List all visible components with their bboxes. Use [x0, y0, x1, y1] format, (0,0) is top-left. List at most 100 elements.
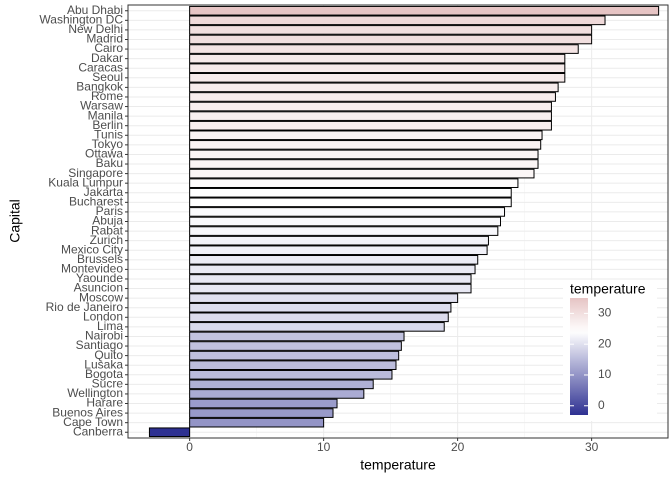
legend-colorbar — [570, 298, 588, 415]
bar — [189, 5, 660, 16]
bar — [189, 331, 405, 342]
y-tick-label: Tunis — [94, 127, 123, 141]
bar — [189, 274, 472, 284]
bar — [189, 369, 393, 380]
y-tick-label: Canberra — [73, 424, 123, 438]
y-tick-label: London — [83, 309, 123, 323]
legend-tick-label: 0 — [598, 398, 605, 412]
y-tick-label: Mexico City — [61, 242, 123, 256]
y-tick-label: Moscow — [79, 290, 123, 304]
bar — [189, 283, 472, 294]
y-tick-label: Santiago — [76, 338, 124, 352]
bar — [189, 168, 535, 179]
y-tick-label: Seoul — [92, 70, 123, 84]
y-tick-label: Wellington — [67, 386, 123, 400]
y-tick-label: Bangkok — [76, 80, 124, 94]
bar — [189, 187, 512, 198]
y-tick-label: Abu Dhabi — [67, 3, 123, 17]
bar — [189, 197, 512, 208]
bar — [189, 44, 579, 54]
bar — [189, 417, 325, 428]
y-tick-label: Berlin — [92, 118, 123, 132]
bar — [189, 398, 338, 409]
bar — [189, 245, 488, 256]
y-tick-label: Rome — [91, 89, 123, 103]
y-tick-label: Brussels — [77, 252, 123, 266]
y-axis-title: Capital — [7, 199, 23, 243]
y-tick-label: Manila — [88, 108, 124, 122]
y-tick-label: Washington DC — [39, 12, 123, 26]
y-tick-label: Lusaka — [84, 357, 123, 371]
bar — [189, 207, 506, 217]
y-tick-label: Harare — [86, 396, 123, 410]
bar — [148, 427, 191, 438]
legend-title: temperature — [570, 281, 646, 297]
y-tick-label: Caracas — [78, 60, 123, 74]
bar — [189, 130, 543, 141]
x-tick-label: 0 — [186, 440, 193, 454]
x-tick-label: 30 — [585, 440, 599, 454]
y-tick-label: Paris — [96, 204, 123, 218]
legend-tick-label: 10 — [598, 367, 612, 381]
y-tick-label: Montevideo — [61, 262, 123, 276]
bar — [189, 34, 593, 45]
y-tick-label: Bogota — [85, 367, 123, 381]
bar — [189, 92, 556, 102]
x-tick-label: 10 — [317, 440, 331, 454]
bar — [189, 53, 566, 64]
bar — [189, 312, 449, 323]
bar — [189, 379, 374, 390]
bar — [189, 140, 542, 150]
bar — [189, 302, 452, 313]
y-tick-label: Tokyo — [92, 137, 124, 151]
y-tick-label: Zurich — [90, 233, 123, 247]
legend-tick-label: 20 — [598, 336, 612, 350]
y-tick-label: Madrid — [86, 32, 123, 46]
y-tick-label: Buenos Aires — [52, 405, 123, 419]
bar — [189, 360, 397, 371]
bar — [189, 149, 539, 160]
bar — [189, 159, 539, 169]
y-tick-label: Baku — [96, 156, 123, 170]
y-tick-label: Nairobi — [85, 329, 123, 343]
bar — [189, 101, 552, 112]
y-tick-label: Cape Town — [63, 415, 123, 429]
bar — [189, 389, 365, 399]
bar — [189, 178, 519, 188]
y-tick-label: Warsaw — [80, 99, 123, 113]
y-tick-label: Dakar — [91, 51, 123, 65]
bar — [189, 120, 552, 131]
y-tick-label: Asuncion — [74, 281, 123, 295]
bar — [189, 63, 566, 74]
bar — [189, 235, 489, 246]
y-tick-label: Lima — [97, 319, 123, 333]
bar — [189, 350, 400, 361]
y-tick-label: Rio de Janeiro — [46, 300, 124, 314]
y-tick-label: Sucre — [92, 377, 124, 391]
y-tick-label: Ottawa — [85, 147, 123, 161]
bar — [189, 341, 402, 351]
bar — [189, 216, 502, 227]
bar — [189, 82, 559, 93]
bar — [189, 293, 459, 303]
legend-tick-label: 30 — [598, 306, 612, 320]
x-axis-title: temperature — [360, 457, 436, 473]
bar — [189, 25, 593, 35]
y-tick-label: Bucharest — [69, 195, 124, 209]
bar — [189, 264, 476, 275]
y-tick-label: Singapore — [68, 166, 123, 180]
bar — [189, 255, 479, 265]
y-tick-label: Jakarta — [84, 185, 124, 199]
y-tick-label: New Delhi — [68, 22, 123, 36]
y-tick-label: Quito — [94, 348, 123, 362]
y-tick-label: Cairo — [94, 41, 123, 55]
bar — [189, 408, 334, 418]
y-tick-label: Yaounde — [76, 271, 123, 285]
x-tick-label: 20 — [451, 440, 465, 454]
bar — [189, 15, 606, 26]
y-tick-label: Abuja — [92, 214, 123, 228]
bar — [189, 226, 499, 236]
bar — [189, 72, 566, 83]
bar — [189, 111, 552, 121]
